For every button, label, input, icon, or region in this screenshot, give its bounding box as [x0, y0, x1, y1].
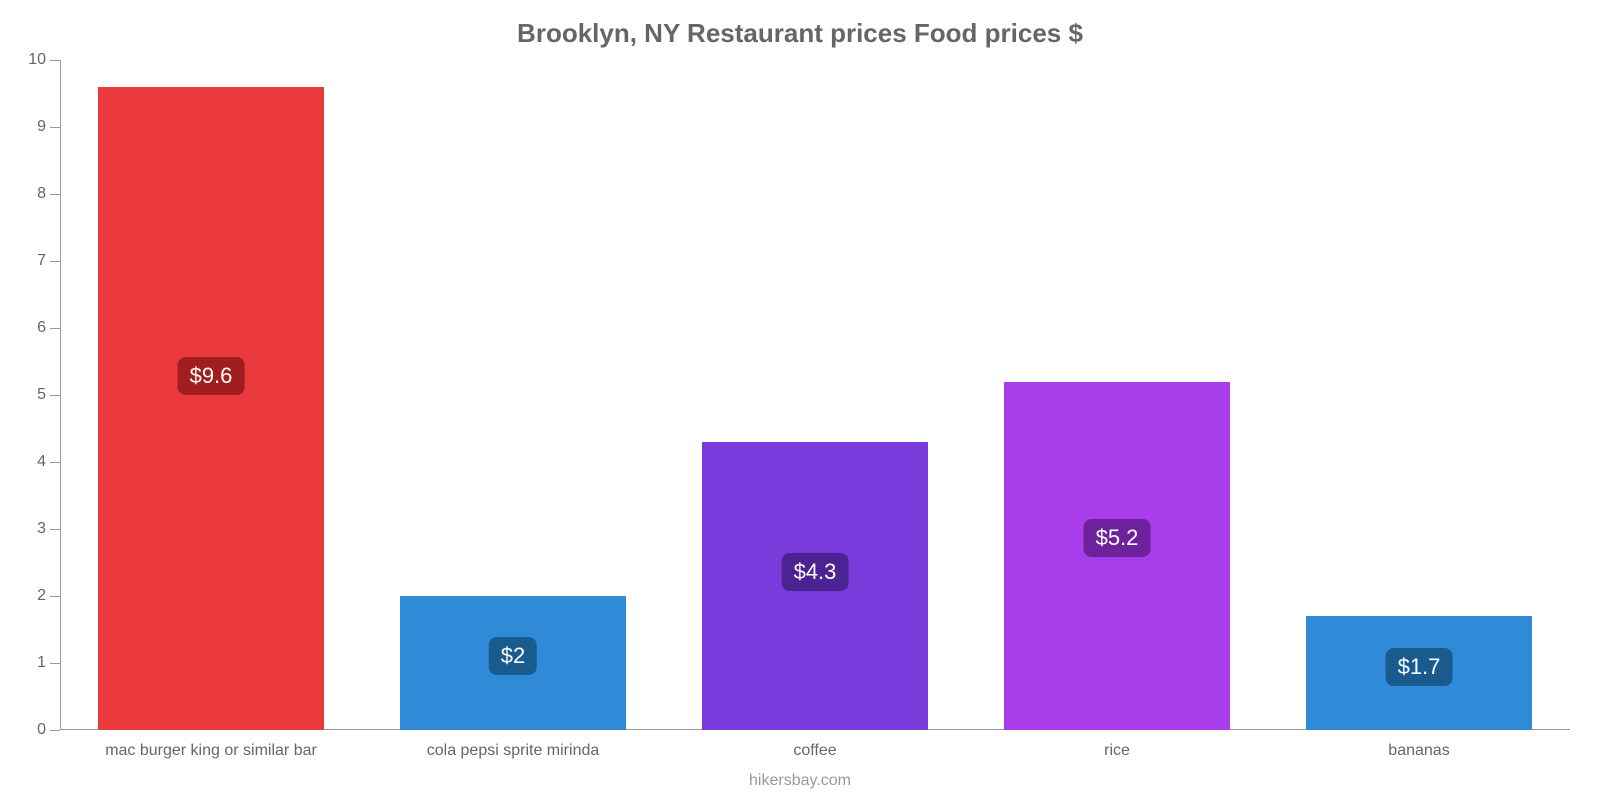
y-tick-label: 9: [37, 118, 46, 136]
bar-slot: $2cola pepsi sprite mirinda: [362, 60, 664, 730]
bar-slot: $5.2rice: [966, 60, 1268, 730]
y-tick: [50, 596, 60, 597]
y-tick-label: 7: [37, 252, 46, 270]
x-tick-label: rice: [1104, 742, 1130, 760]
value-badge: $9.6: [178, 357, 245, 395]
bar-slot: $1.7bananas: [1268, 60, 1570, 730]
y-tick: [50, 730, 60, 731]
chart-title: Brooklyn, NY Restaurant prices Food pric…: [0, 18, 1600, 49]
bars-container: $9.6mac burger king or similar bar$2cola…: [60, 60, 1570, 730]
value-badge: $2: [489, 637, 537, 675]
y-tick-label: 4: [37, 453, 46, 471]
y-tick-label: 2: [37, 587, 46, 605]
x-tick-label: mac burger king or similar bar: [105, 742, 317, 760]
y-tick: [50, 261, 60, 262]
y-tick: [50, 328, 60, 329]
y-tick-label: 8: [37, 185, 46, 203]
bar: [98, 87, 325, 730]
y-tick-label: 6: [37, 319, 46, 337]
x-tick-label: bananas: [1388, 742, 1449, 760]
y-tick: [50, 663, 60, 664]
y-tick-label: 10: [28, 51, 46, 69]
bar-slot: $9.6mac burger king or similar bar: [60, 60, 362, 730]
value-badge: $1.7: [1386, 648, 1453, 686]
y-tick-label: 1: [37, 654, 46, 672]
y-tick: [50, 194, 60, 195]
y-tick-label: 5: [37, 386, 46, 404]
plot-area: $9.6mac burger king or similar bar$2cola…: [60, 60, 1570, 730]
value-badge: $5.2: [1084, 519, 1151, 557]
y-tick: [50, 462, 60, 463]
y-tick-label: 3: [37, 520, 46, 538]
x-tick-label: coffee: [793, 742, 836, 760]
chart-root: Brooklyn, NY Restaurant prices Food pric…: [0, 0, 1600, 800]
y-tick: [50, 60, 60, 61]
chart-footer: hikersbay.com: [0, 772, 1600, 790]
y-tick-label: 0: [37, 721, 46, 739]
y-tick: [50, 529, 60, 530]
x-tick-label: cola pepsi sprite mirinda: [427, 742, 600, 760]
bar-slot: $4.3coffee: [664, 60, 966, 730]
y-tick: [50, 395, 60, 396]
y-tick: [50, 127, 60, 128]
value-badge: $4.3: [782, 553, 849, 591]
